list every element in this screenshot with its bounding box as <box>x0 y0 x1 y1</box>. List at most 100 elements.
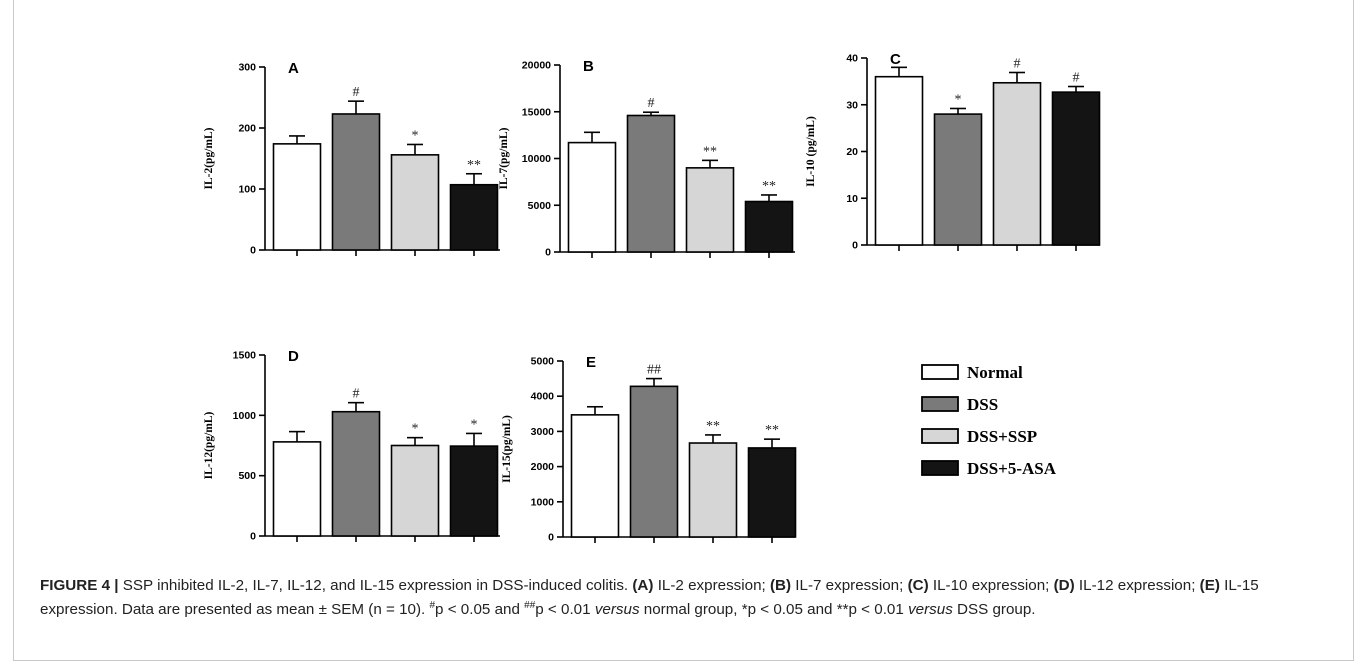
y-axis-label: IL-2(pg/mL) <box>203 127 215 189</box>
caption-text-2: p < 0.01 <box>535 601 595 618</box>
significance-label: ** <box>703 144 717 159</box>
caption-figure-label: FIGURE 4 | <box>40 577 119 594</box>
y-tick-label: 20000 <box>522 60 551 72</box>
chart-panel-c: 0 10 20 30 40 IL-10 (pg/mL) C * # # <box>805 51 1101 252</box>
caption-part-a-text: IL-2 expression; <box>653 577 770 594</box>
caption-versus-2: versus <box>908 601 953 618</box>
chart-panel-e: 0 1000 2000 3000 4000 5000 IL-15(pg/mL) E ## ** ** <box>501 354 797 544</box>
legend: Normal DSS DSS+SSP DSS+5-ASA <box>921 363 1057 478</box>
caption-text-main: SSP inhibited IL-2, IL-7, IL-12, and IL-… <box>118 577 633 594</box>
legend-swatch <box>921 364 959 380</box>
caption-part-e-text: IL-15 expression. Data are presented as … <box>40 577 1259 618</box>
legend-label: DSS+5-ASA <box>967 459 1057 478</box>
panel-letter: C <box>890 51 901 68</box>
y-tick-label: 200 <box>238 123 256 135</box>
caption-part-c-text: IL-10 expression; <box>928 577 1054 594</box>
legend-label: Normal <box>967 363 1023 382</box>
y-tick-label: 3000 <box>531 426 555 438</box>
significance-label: ** <box>467 158 481 173</box>
bar <box>449 445 499 537</box>
legend-swatch <box>921 428 959 444</box>
bar <box>272 441 322 537</box>
significance-label: * <box>471 417 478 432</box>
caption-symbol-hash: # <box>429 599 436 611</box>
bar <box>626 114 676 253</box>
y-tick-label: 500 <box>238 470 256 482</box>
y-tick-label: 10 <box>846 193 858 205</box>
y-tick-label: 0 <box>250 531 256 543</box>
significance-label: ** <box>762 179 776 194</box>
y-tick-label: 0 <box>545 247 551 259</box>
y-tick-label: 30 <box>846 99 858 111</box>
y-tick-label: 0 <box>852 240 858 252</box>
caption-symbol-double-hash: ## <box>524 599 536 611</box>
legend-label: DSS+SSP <box>967 427 1037 446</box>
y-tick-label: 15000 <box>522 106 551 118</box>
legend-label: DSS <box>967 395 998 414</box>
significance-label: # <box>648 96 655 111</box>
significance-label: ** <box>706 419 720 434</box>
significance-label: * <box>412 128 419 143</box>
caption-part-d-text: IL-12 expression; <box>1074 577 1200 594</box>
y-axis-label: IL-7(pg/mL) <box>498 127 510 189</box>
bar <box>390 154 440 251</box>
y-tick-label: 40 <box>846 53 858 65</box>
significance-label: # <box>353 85 360 100</box>
y-tick-label: 100 <box>238 184 256 196</box>
panel-letter: A <box>288 60 299 77</box>
significance-label: ## <box>647 363 661 378</box>
significance-label: # <box>353 387 360 402</box>
bar <box>390 444 440 537</box>
legend-swatch <box>921 396 959 412</box>
bar <box>1051 91 1101 246</box>
bar <box>567 141 617 253</box>
caption-part-c-label: (C) <box>907 577 929 594</box>
bar <box>685 167 735 253</box>
y-tick-label: 300 <box>238 62 256 74</box>
bar <box>629 385 679 538</box>
y-axis-label: IL-10 (pg/mL) <box>805 116 817 187</box>
significance-label: * <box>412 422 419 437</box>
bar <box>449 183 499 251</box>
y-tick-label: 20 <box>846 146 858 158</box>
bar <box>272 143 322 251</box>
significance-label: ** <box>765 423 779 438</box>
bar <box>688 442 738 538</box>
y-tick-label: 0 <box>548 532 554 544</box>
caption-part-e-label: (E) <box>1199 577 1220 594</box>
y-tick-label: 5000 <box>531 356 555 368</box>
bar <box>992 81 1042 246</box>
bar <box>331 113 381 251</box>
figure-caption: FIGURE 4 | SSP inhibited IL-2, IL-7, IL-… <box>40 574 1330 622</box>
panel-letter: D <box>288 348 299 365</box>
caption-text-3: normal group, *p < 0.05 and **p < 0.01 <box>639 601 909 618</box>
caption-part-d-label: (D) <box>1053 577 1075 594</box>
y-tick-label: 1500 <box>233 350 257 362</box>
caption-part-a-label: (A) <box>632 577 654 594</box>
y-axis-label: IL-15(pg/mL) <box>501 415 513 483</box>
caption-part-b-text: IL-7 expression; <box>791 577 908 594</box>
bar <box>570 414 620 538</box>
y-tick-label: 5000 <box>528 200 552 212</box>
y-tick-label: 0 <box>250 245 256 257</box>
bar <box>747 447 797 538</box>
y-tick-label: 4000 <box>531 391 555 403</box>
figure-frame <box>13 0 1354 661</box>
y-tick-label: 1000 <box>531 496 555 508</box>
caption-versus-1: versus <box>594 601 640 618</box>
legend-swatch <box>921 460 959 476</box>
bar <box>874 75 924 246</box>
y-tick-label: 2000 <box>531 461 555 473</box>
significance-label: * <box>955 92 962 107</box>
bar <box>933 113 983 246</box>
caption-text-4: DSS group. <box>952 601 1036 618</box>
caption-part-b-label: (B) <box>769 577 792 594</box>
bar <box>331 410 381 537</box>
significance-label: # <box>1014 56 1021 71</box>
caption-text-1: p < 0.05 and <box>435 601 525 618</box>
chart-panel-b: 0 5000 10000 15000 20000 IL-7(pg/mL) B # ** ** <box>498 58 795 259</box>
panel-letter: E <box>586 354 596 371</box>
y-tick-label: 1000 <box>233 410 257 422</box>
y-tick-label: 10000 <box>522 153 551 165</box>
